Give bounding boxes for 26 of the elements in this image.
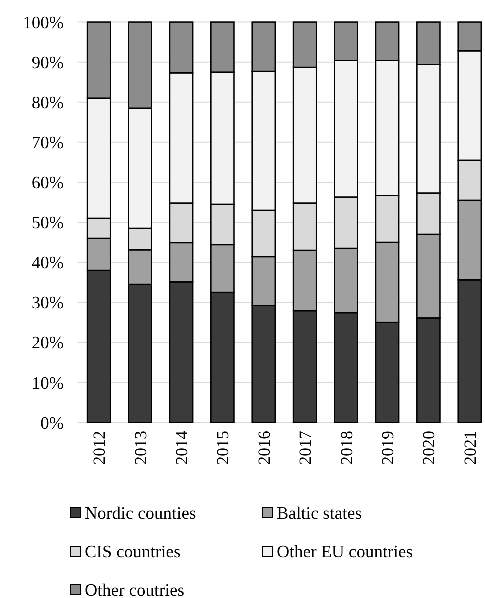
x-tick-label: 2017 <box>296 430 316 465</box>
legend-label: Baltic states <box>277 503 362 524</box>
y-tick-label: 90% <box>32 52 64 72</box>
x-tick-label: 2014 <box>172 430 192 465</box>
y-tick-label: 60% <box>32 172 64 193</box>
x-tick-label: 2020 <box>420 431 439 465</box>
legend-label: Other EU countries <box>277 542 414 562</box>
x-tick-label: 2021 <box>460 431 480 465</box>
legend-label: Other coutries <box>85 580 185 598</box>
y-tick-label: 30% <box>32 292 64 313</box>
y-tick-label: 10% <box>32 372 64 393</box>
legend-label: CIS countries <box>85 542 181 562</box>
y-tick-label: 0% <box>40 412 64 433</box>
x-tick-label: 2013 <box>131 431 150 465</box>
x-tick-label: 2012 <box>90 431 110 465</box>
y-tick-label: 20% <box>32 332 64 353</box>
x-tick-label: 2018 <box>337 431 356 465</box>
x-tick-label: 2019 <box>378 431 398 465</box>
x-tick-label: 2016 <box>254 431 274 465</box>
y-tick-label: 50% <box>32 212 64 233</box>
y-tick-label: 70% <box>32 132 64 153</box>
y-tick-label: 100% <box>23 12 64 32</box>
y-tick-label: 80% <box>32 92 64 113</box>
y-tick-label: 40% <box>32 252 64 273</box>
legend-label: Nordic counties <box>85 503 196 524</box>
x-tick-label: 2015 <box>214 431 233 465</box>
